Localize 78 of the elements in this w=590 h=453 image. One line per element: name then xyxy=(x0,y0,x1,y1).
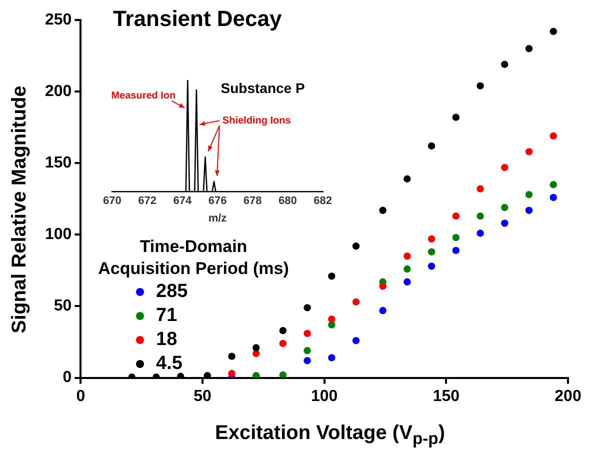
y-tick-label: 200 xyxy=(44,82,72,100)
y-tick-label: 50 xyxy=(54,298,72,315)
point xyxy=(404,175,411,182)
x-axis-title: m/z xyxy=(208,212,228,224)
point xyxy=(476,212,484,220)
x-tick-label: 674 xyxy=(173,195,192,208)
legend-title: Time-Domain Acquisition Period (ms) xyxy=(97,236,290,280)
point xyxy=(204,372,211,378)
point xyxy=(352,336,360,344)
point xyxy=(328,354,336,362)
point xyxy=(550,132,557,140)
x-tick-label: 680 xyxy=(278,195,297,208)
point xyxy=(352,242,360,250)
point xyxy=(379,206,386,214)
point xyxy=(501,204,508,212)
x-tick-label: 0 xyxy=(76,388,86,405)
x-tick-label: 200 xyxy=(554,388,582,405)
point xyxy=(452,246,460,254)
point xyxy=(550,180,557,188)
y-tick-label: 250 xyxy=(44,11,72,28)
point xyxy=(501,60,508,68)
annotation: Shielding Ions xyxy=(222,115,292,126)
point xyxy=(279,340,287,348)
x-tick-label: 670 xyxy=(102,195,122,208)
y-tick-label: 150 xyxy=(44,154,72,172)
point xyxy=(304,347,311,354)
point xyxy=(476,230,484,237)
point xyxy=(525,206,533,214)
x-axis-title: Excitation Voltage (V$_{p-p}$) xyxy=(214,422,446,449)
point xyxy=(252,344,260,352)
x-tick-label: 50 xyxy=(194,388,212,405)
point xyxy=(228,370,236,378)
y-tick-label: 0 xyxy=(62,369,72,386)
point xyxy=(428,262,436,270)
point xyxy=(428,235,436,243)
point xyxy=(501,220,508,227)
point xyxy=(352,298,360,306)
point xyxy=(404,252,411,260)
point xyxy=(525,148,533,156)
point xyxy=(328,316,336,323)
y-tick-label: 100 xyxy=(44,226,72,244)
point xyxy=(404,278,411,286)
x-tick-label: 682 xyxy=(314,195,332,208)
point xyxy=(501,164,508,172)
chart-title: Transient Decay xyxy=(113,6,282,32)
point xyxy=(404,265,411,273)
point xyxy=(304,304,311,312)
point xyxy=(525,45,533,52)
y-axis-title: Signal Relative Magnitude xyxy=(8,84,32,336)
legend-label: 18 xyxy=(156,329,178,351)
point xyxy=(228,352,236,360)
point xyxy=(452,212,460,220)
point xyxy=(279,326,287,334)
point xyxy=(379,282,386,290)
x-tick-label: 676 xyxy=(208,195,227,208)
point xyxy=(476,185,484,192)
point xyxy=(550,28,557,36)
point xyxy=(328,272,336,280)
point xyxy=(379,306,386,314)
legend-label: 285 xyxy=(156,281,188,303)
point xyxy=(452,114,460,121)
legend-label: 4.5 xyxy=(156,353,182,375)
x-tick-label: 672 xyxy=(138,195,156,208)
annotation: Measured Ion xyxy=(111,90,176,102)
point xyxy=(428,142,436,150)
x-tick-label: 678 xyxy=(243,195,262,208)
point xyxy=(304,330,311,338)
point xyxy=(550,194,557,202)
legend-label: 71 xyxy=(156,305,178,327)
point xyxy=(525,191,533,198)
point xyxy=(304,357,311,364)
chart-title: Substance P xyxy=(220,80,305,96)
x-tick-label: 150 xyxy=(432,388,460,405)
point xyxy=(452,234,460,242)
point xyxy=(279,371,287,378)
point xyxy=(428,248,436,256)
x-tick-label: 100 xyxy=(310,388,338,405)
point xyxy=(476,82,484,90)
